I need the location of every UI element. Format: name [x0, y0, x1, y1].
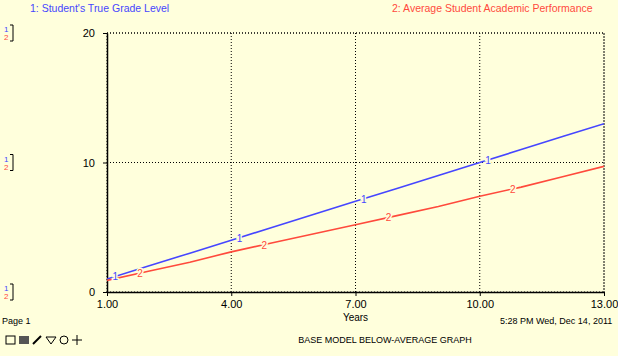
- x-tick: 4.00: [221, 292, 242, 310]
- y-tick: 10: [83, 157, 107, 169]
- icon-wand: [33, 336, 41, 344]
- y-tick-label: 20: [83, 27, 95, 39]
- chart-title: BASE MODEL BELOW-AVERAGE GRAPH: [298, 335, 471, 345]
- background: [0, 0, 618, 356]
- x-tick-mark: [356, 292, 357, 296]
- series-line: [107, 124, 604, 279]
- line-labels: 1 1 1 1 2 2 2 2: [113, 155, 517, 283]
- grid-line-x: [355, 33, 356, 292]
- x-tick: 13.00: [591, 292, 618, 310]
- line-number-label: 1: [237, 233, 243, 244]
- x-tick: 7.00: [345, 292, 366, 310]
- scale-marker-bracket: [10, 284, 13, 300]
- x-axis-title: Years: [343, 312, 368, 323]
- chart: 1.004.007.0010.0013.0001020111122221: St…: [0, 0, 618, 356]
- x-axis: 1.00 4.00 7.00 10.00 13.00: [97, 292, 618, 310]
- x-tick: 1.00: [97, 292, 118, 310]
- line-number-label: 2: [510, 184, 516, 195]
- x-tick-mark: [231, 292, 232, 296]
- scale-marker: 12: [4, 284, 13, 301]
- y-tick-mark: [103, 163, 107, 164]
- y-tick: 20: [83, 27, 107, 39]
- scale-marker: 12: [4, 25, 13, 42]
- y-tick: 0: [89, 286, 107, 298]
- x-tick-mark: [480, 292, 481, 296]
- icon-help: [60, 336, 68, 344]
- page-label: Page 1: [2, 316, 31, 326]
- x-tick-label: 13.00: [591, 298, 618, 310]
- x-tick-label: 4.00: [221, 298, 242, 310]
- y-tick-mark: [103, 292, 107, 293]
- plot-frame: [107, 33, 604, 292]
- y-axis: 0 10 20: [83, 27, 108, 298]
- toolbar-icons: [6, 335, 82, 345]
- scale-marker: 12: [4, 155, 13, 172]
- icon-filter: [46, 337, 56, 344]
- grid-line-y: [107, 162, 604, 163]
- y-tick-mark: [103, 33, 107, 34]
- icon-lock: [6, 336, 15, 344]
- series-line: [107, 166, 604, 280]
- line-number-label: 1: [113, 271, 119, 282]
- y-tick-label: 0: [89, 286, 95, 298]
- lines: [107, 124, 604, 281]
- line-number-label: 2: [386, 212, 392, 223]
- x-tick-mark: [107, 292, 108, 296]
- scale-marker-bracket: [10, 155, 13, 171]
- scale-marker-number: 2: [4, 292, 9, 301]
- line-number-label: 2: [137, 268, 143, 279]
- scale-marker-number: 2: [4, 163, 9, 172]
- legend-entry: 1: Student's True Grade Level: [30, 2, 169, 14]
- scale-marker-number: 2: [4, 33, 9, 42]
- grid-line-y: [107, 33, 604, 34]
- scale-marker-bracket: [10, 25, 13, 41]
- icon-move: [72, 335, 82, 345]
- legend-entry: 2: Average Student Academic Performance: [392, 2, 593, 14]
- line-number-label: 2: [262, 240, 268, 251]
- timestamp: 5:28 PM Wed, Dec 14, 2011: [500, 316, 612, 326]
- x-tick-mark: [604, 292, 605, 296]
- y-tick-label: 10: [83, 157, 95, 169]
- grid: [107, 33, 604, 292]
- x-tick-label: 10.00: [466, 298, 494, 310]
- x-tick-label: 1.00: [97, 298, 118, 310]
- line-number-label: 1: [485, 155, 491, 166]
- x-tick-label: 7.00: [345, 298, 366, 310]
- line-number-label: 1: [361, 194, 367, 205]
- x-tick: 10.00: [466, 292, 494, 310]
- icon-print: [19, 336, 29, 344]
